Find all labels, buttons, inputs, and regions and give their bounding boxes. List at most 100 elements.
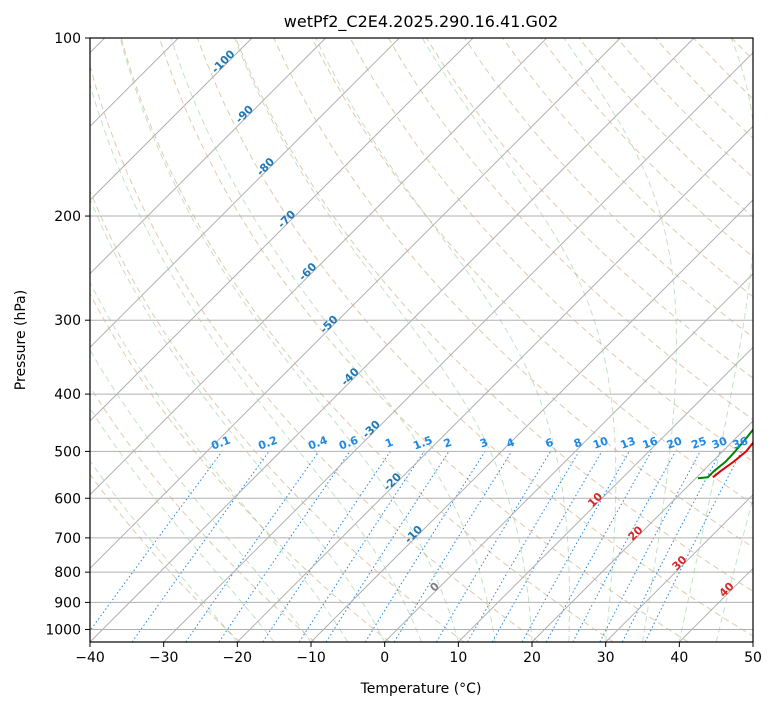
x-tick-label: 20 bbox=[523, 650, 541, 666]
mixing-ratio-line bbox=[621, 451, 722, 642]
mixing-ratio-label: 30 bbox=[710, 434, 729, 452]
y-tick-label: 100 bbox=[54, 31, 81, 47]
mixing-ratio-lines bbox=[90, 451, 742, 642]
y-tick-label: 600 bbox=[54, 491, 81, 507]
y-tick-label: 500 bbox=[54, 444, 81, 460]
moist-adiabat-line bbox=[563, 38, 677, 642]
moist-adiabat-line bbox=[421, 38, 617, 642]
y-axis-label: Pressure (hPa) bbox=[13, 290, 29, 390]
dry-adiabat-line bbox=[387, 38, 753, 421]
dry-adiabat-line bbox=[311, 38, 753, 505]
isotherm-line bbox=[90, 38, 474, 422]
moist-adiabat-line bbox=[90, 459, 238, 642]
mixing-ratio-line bbox=[572, 451, 676, 642]
mixing-ratio-line bbox=[545, 451, 652, 642]
mixing-ratio-labels: 0.1 0.2 0.4 0.6 1 1.5 2 3 4 6 8 10 13 16 20 25 30 36 bbox=[210, 434, 751, 453]
dry-adiabat-line bbox=[90, 189, 465, 642]
x-axis: −40 −30 −20 −10 0 10 20 30 40 50 bbox=[75, 642, 762, 666]
isotherm-line bbox=[163, 51, 753, 642]
mixing-ratio-label: 16 bbox=[641, 434, 660, 452]
dry-adiabat-line bbox=[349, 38, 753, 463]
dry-adiabat-line bbox=[90, 385, 316, 642]
mixing-ratio-label: 20 bbox=[665, 434, 684, 452]
mixing-ratio-line bbox=[90, 451, 223, 632]
y-tick-label: 800 bbox=[54, 565, 81, 581]
x-axis-label: Temperature (°C) bbox=[360, 681, 482, 697]
mixing-ratio-label: 13 bbox=[619, 434, 638, 451]
moist-adiabat-line bbox=[90, 197, 386, 642]
moist-adiabat-line bbox=[119, 38, 459, 642]
mixing-ratio-label: 10 bbox=[591, 434, 610, 452]
y-tick-label: 700 bbox=[54, 531, 81, 547]
mixing-ratio-label: 1.5 bbox=[412, 434, 435, 453]
y-tick-label: 1000 bbox=[45, 622, 81, 638]
mixing-ratio-label: 8 bbox=[572, 436, 584, 451]
mixing-ratio-line bbox=[218, 451, 351, 642]
moist-adiabat-line bbox=[678, 38, 753, 642]
mixing-ratio-label: 25 bbox=[690, 434, 709, 451]
x-tick-label: −20 bbox=[223, 650, 253, 666]
mixing-ratio-label: 36 bbox=[731, 434, 750, 452]
mixing-ratio-label: 0.1 bbox=[210, 434, 233, 453]
mixing-ratio-label: 0.2 bbox=[256, 434, 279, 453]
mixing-ratio-label: 2 bbox=[442, 436, 454, 451]
dry-adiabat-line bbox=[235, 38, 753, 592]
dry-adiabat-line bbox=[502, 38, 753, 298]
isotherm-line bbox=[90, 38, 695, 642]
plot-frame bbox=[89, 37, 754, 643]
x-tick-label: 0 bbox=[380, 650, 389, 666]
mixing-ratio-line bbox=[521, 451, 630, 642]
isotherm-line bbox=[90, 38, 548, 496]
moist-adiabat-line bbox=[315, 38, 570, 642]
moist-adiabat-line bbox=[90, 82, 422, 642]
x-tick-label: −40 bbox=[75, 650, 105, 666]
isotherm-line bbox=[531, 420, 753, 642]
mixing-ratio-label: 4 bbox=[505, 436, 517, 451]
x-tick-label: −10 bbox=[296, 650, 326, 666]
y-tick-label: 400 bbox=[54, 387, 81, 403]
dewpoint-profile-line bbox=[697, 427, 753, 480]
moist-adiabat-line bbox=[90, 407, 275, 642]
dry-adiabat-line bbox=[158, 38, 689, 642]
dry-adiabat-line bbox=[90, 292, 390, 642]
moist-adiabat-line bbox=[170, 38, 496, 642]
moist-adiabat-line bbox=[234, 38, 533, 642]
x-tick-label: 10 bbox=[449, 650, 467, 666]
x-tick-label: 30 bbox=[597, 650, 615, 666]
y-tick-label: 200 bbox=[54, 209, 81, 225]
mixing-ratio-label: 0.4 bbox=[306, 434, 329, 453]
dry-adiabats bbox=[90, 38, 753, 642]
isotherm-line bbox=[384, 272, 753, 642]
dry-adiabat-line bbox=[90, 473, 241, 642]
mixing-ratio-line bbox=[298, 451, 425, 642]
mixing-ratio-line bbox=[644, 451, 742, 642]
sounding-profiles bbox=[697, 427, 753, 480]
dry-adiabat-line bbox=[464, 38, 753, 338]
isotherm-line bbox=[310, 199, 753, 642]
mixing-ratio-label: 0.6 bbox=[337, 434, 360, 453]
mixing-ratio-label: 6 bbox=[544, 436, 556, 451]
chart-title: wetPf2_C2E4.2025.290.16.41.G02 bbox=[284, 12, 558, 32]
isotherm-line bbox=[90, 38, 400, 349]
mixing-ratio-line bbox=[262, 451, 391, 642]
moist-adiabat-line bbox=[715, 496, 753, 642]
mixing-ratio-line bbox=[393, 451, 513, 642]
dry-adiabat-line bbox=[120, 38, 614, 642]
moist-adiabat-line bbox=[90, 281, 349, 642]
y-axis: 100 200 300 400 500 600 700 800 900 1000 bbox=[45, 31, 90, 638]
dry-adiabat-line bbox=[425, 38, 753, 379]
isotherm-line bbox=[90, 38, 621, 570]
isobar-gridlines bbox=[90, 38, 753, 630]
plot-area bbox=[90, 38, 753, 642]
dry-adiabat-line bbox=[90, 63, 540, 642]
isotherm-gridlines bbox=[90, 38, 753, 642]
x-tick-label: −30 bbox=[149, 650, 179, 666]
isotherm-line bbox=[236, 125, 753, 642]
isotherm-line bbox=[605, 493, 753, 642]
mixing-ratio-label: 3 bbox=[478, 436, 490, 451]
y-tick-label: 300 bbox=[54, 313, 81, 329]
x-tick-label: 40 bbox=[670, 650, 688, 666]
x-tick-label: 50 bbox=[744, 650, 762, 666]
mixing-ratio-line bbox=[325, 451, 450, 642]
